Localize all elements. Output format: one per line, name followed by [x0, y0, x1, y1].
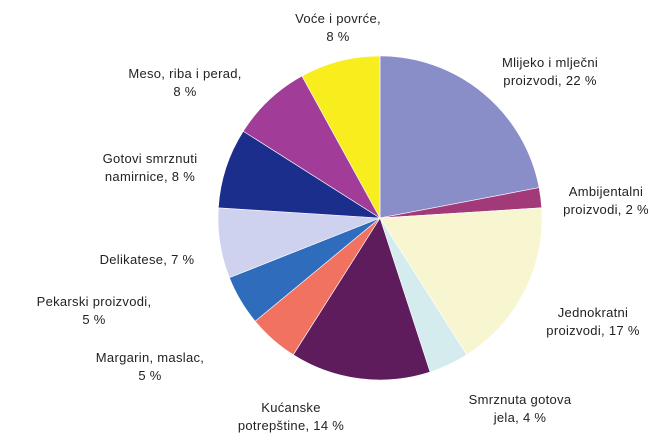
pie-slice-3 — [379, 207, 543, 356]
slice-label-line: 8 % — [173, 84, 196, 99]
pie-slice-1 — [379, 55, 540, 219]
slice-label-2: Ambijentalni proizvodi, 2 % — [563, 184, 649, 217]
slice-label-10: Meso, riba i perad, 8 % — [128, 66, 241, 99]
slice-label-8: Delikatese, 7 % — [100, 252, 195, 267]
slice-label-line: Kućanske — [261, 400, 321, 415]
labels-layer: Mlijeko i mlječni proizvodi, 22 % Ambijent… — [37, 11, 649, 433]
slice-label-line: Meso, riba i perad, — [128, 66, 241, 81]
slice-label-11: Voće i povrće, 8 % — [295, 11, 381, 44]
slice-label-6: Margarin, maslac, 5 % — [96, 350, 204, 383]
slice-label-line: Delikatese, 7 % — [100, 252, 195, 267]
slice-label-line: Margarin, maslac, — [96, 350, 204, 365]
slice-label-9: Gotovi smrznuti namirnice, 8 % — [103, 151, 198, 184]
slice-label-3: Jednokratni proizvodi, 17 % — [546, 305, 640, 338]
slice-label-line: namirnice, 8 % — [105, 169, 195, 184]
slice-label-line: Voće i povrće, — [295, 11, 381, 26]
slice-label-line: Gotovi smrznuti — [103, 151, 198, 166]
slice-label-line: 8 % — [326, 29, 349, 44]
slice-label-4: Smrznuta gotova jela, 4 % — [469, 392, 572, 425]
slice-label-line: proizvodi, 22 % — [503, 73, 597, 88]
slice-label-1: Mlijeko i mlječni proizvodi, 22 % — [502, 55, 598, 88]
slice-label-line: 5 % — [138, 368, 161, 383]
slice-label-line: Jednokratni — [558, 305, 629, 320]
slice-label-line: Pekarski proizvodi, — [37, 294, 152, 309]
slice-label-line: Ambijentalni — [569, 184, 643, 199]
slice-label-line: proizvodi, 17 % — [546, 323, 640, 338]
pie-slice-11 — [301, 55, 381, 219]
slices-layer — [217, 55, 543, 381]
slice-label-line: proizvodi, 2 % — [563, 202, 649, 217]
pie-slice-5 — [292, 217, 431, 381]
slice-label-line: potrepštine, 14 % — [238, 418, 344, 433]
slice-label-5: Kućanske potrepštine, 14 % — [238, 400, 344, 433]
slice-label-line: Mlijeko i mlječni — [502, 55, 598, 70]
slice-label-line: jela, 4 % — [493, 410, 547, 425]
slice-label-line: Smrznuta gotova — [469, 392, 572, 407]
slice-label-7: Pekarski proizvodi, 5 % — [37, 294, 152, 327]
slice-label-line: 5 % — [82, 312, 105, 327]
